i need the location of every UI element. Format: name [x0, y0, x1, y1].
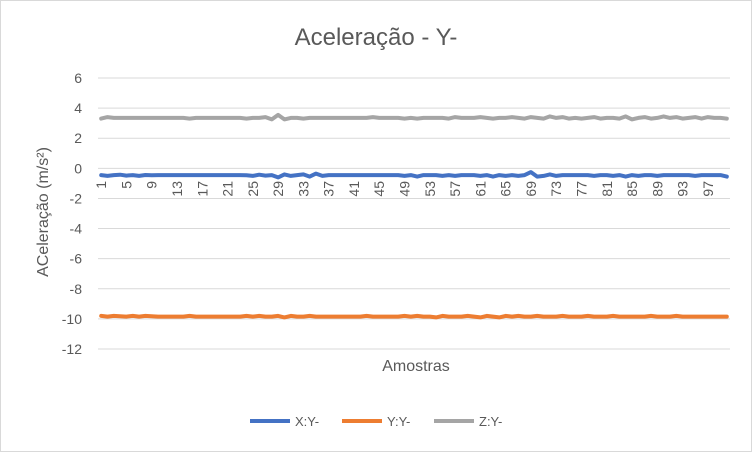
x-tick-label: 65	[498, 181, 514, 197]
x-tick-label: 57	[447, 181, 463, 197]
y-tick-label: -12	[62, 341, 82, 357]
y-axis-title: ACeleração (m/s²)	[35, 147, 52, 277]
x-tick-label: 61	[472, 181, 488, 197]
y-tick-label: 2	[74, 130, 82, 146]
y-tick-label: 6	[74, 70, 82, 86]
x-tick-label: 25	[245, 181, 261, 197]
x-tick-label: 41	[346, 181, 362, 197]
legend-label: Y:Y-	[387, 414, 410, 429]
x-tick-label: 1	[93, 181, 109, 189]
x-tick-label: 93	[675, 181, 691, 197]
y-tick-label: -10	[62, 311, 82, 327]
x-tick-label: 69	[523, 181, 539, 197]
series-layer	[99, 112, 729, 320]
y-tick-label: -4	[70, 221, 83, 237]
y-tick-label: -6	[70, 251, 83, 267]
y-tick-label: 0	[74, 160, 82, 176]
x-tick-label: 33	[295, 181, 311, 197]
x-tick-label: 9	[144, 181, 160, 189]
x-axis-title: Amostras	[382, 358, 450, 375]
legend: X:Y- Y:Y- Z:Y-	[250, 414, 502, 429]
y-tick-label: -8	[70, 281, 83, 297]
x-tick-label: 17	[194, 181, 210, 197]
y-axis-ticks: 6 4 2 0 -2 -4 -6 -8 -10 -12	[62, 70, 82, 357]
x-tick-label: 73	[548, 181, 564, 197]
chart-title: Aceleração - Y-	[295, 24, 458, 51]
legend-label: X:Y-	[295, 414, 319, 429]
x-tick-label: 5	[118, 181, 134, 189]
x-tick-label: 77	[573, 181, 589, 197]
x-tick-label: 21	[220, 181, 236, 197]
series-line-1	[99, 170, 729, 180]
x-tick-label: 85	[624, 181, 640, 197]
gridlines	[98, 77, 730, 350]
x-tick-label: 45	[371, 181, 387, 197]
x-tick-label: 29	[270, 181, 286, 197]
x-tick-label: 53	[422, 181, 438, 197]
x-tick-label: 81	[599, 181, 615, 197]
x-tick-label: 89	[649, 181, 665, 197]
legend-label: Z:Y-	[479, 414, 502, 429]
series-line-3	[99, 112, 729, 122]
y-tick-label: 4	[74, 100, 82, 116]
x-tick-label: 37	[321, 181, 337, 197]
x-tick-label: 49	[397, 181, 413, 197]
series-line-2	[99, 313, 729, 320]
x-axis-ticks: 1 5 9 13 17 21 25 29 33 37 41 45 49 53 57 61 65 69 73 77 81 8…	[93, 181, 716, 197]
x-tick-label: 13	[169, 181, 185, 197]
y-tick-label: -2	[70, 190, 83, 206]
x-tick-label: 97	[700, 181, 716, 197]
